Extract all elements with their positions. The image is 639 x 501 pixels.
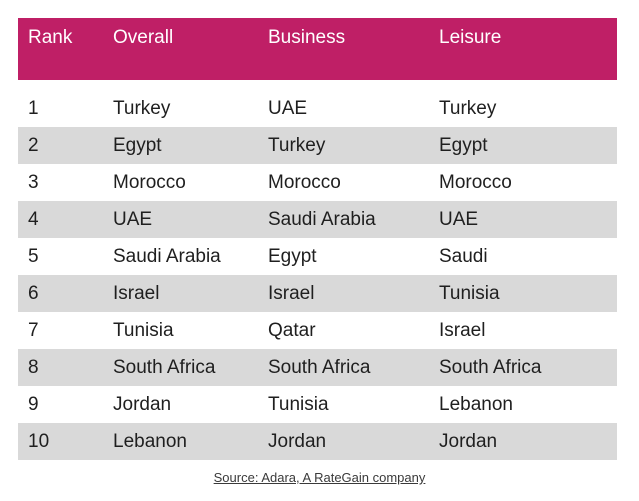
business-cell: South Africa	[268, 356, 371, 378]
rank-cell: 4	[28, 208, 39, 230]
rank-cell: 6	[28, 282, 39, 304]
overall-cell: Jordan	[113, 393, 172, 415]
header-business: Business	[268, 27, 346, 48]
business-cell: Turkey	[268, 134, 326, 156]
overall-cell: Tunisia	[113, 319, 174, 341]
rank-cell: 5	[28, 245, 39, 267]
overall-cell: Egypt	[113, 134, 162, 156]
business-cell: Saudi Arabia	[268, 208, 376, 230]
header-rank: Rank	[28, 27, 73, 48]
overall-cell: South Africa	[113, 356, 216, 378]
business-cell: Jordan	[268, 430, 327, 452]
table-row: 5 Saudi Arabia Egypt Saudi	[18, 238, 617, 275]
rank-cell: 8	[28, 356, 39, 378]
table-row: 1 Turkey UAE Turkey	[18, 90, 617, 127]
leisure-cell: South Africa	[439, 356, 542, 378]
table-row: 2 Egypt Turkey Egypt	[18, 127, 617, 164]
table-row: 6 Israel Israel Tunisia	[18, 275, 617, 312]
leisure-cell: UAE	[439, 208, 479, 230]
overall-cell: Morocco	[113, 171, 186, 193]
header-leisure: Leisure	[439, 27, 502, 48]
leisure-cell: Lebanon	[439, 393, 513, 415]
leisure-cell: Tunisia	[439, 282, 500, 304]
leisure-cell: Egypt	[439, 134, 488, 156]
leisure-cell: Saudi	[439, 245, 488, 267]
business-cell: Qatar	[268, 319, 316, 341]
leisure-cell: Turkey	[439, 97, 497, 119]
leisure-cell: Morocco	[439, 171, 512, 193]
rank-cell: 9	[28, 393, 39, 415]
business-cell: UAE	[268, 97, 308, 119]
table-header: Rank Overall Business Leisure	[18, 18, 617, 80]
business-cell: Israel	[268, 282, 315, 304]
table-row: 4 UAE Saudi Arabia UAE	[18, 201, 617, 238]
table-row: 3 Morocco Morocco Morocco	[18, 164, 617, 201]
rank-cell: 10	[28, 430, 50, 452]
rank-cell: 2	[28, 134, 39, 156]
table-row: 10 Lebanon Jordan Jordan	[18, 423, 617, 460]
overall-cell: Saudi Arabia	[113, 245, 221, 267]
business-cell: Morocco	[268, 171, 341, 193]
leisure-cell: Jordan	[439, 430, 498, 452]
overall-cell: Turkey	[113, 97, 171, 119]
business-cell: Tunisia	[268, 393, 329, 415]
table-body: 1 Turkey UAE Turkey 2 Egypt Turkey Egypt…	[18, 80, 617, 460]
spacer-row	[18, 80, 617, 90]
table-row: 7 Tunisia Qatar Israel	[18, 312, 617, 349]
rank-cell: 3	[28, 171, 39, 193]
header-overall: Overall	[113, 27, 174, 48]
source-caption: Source: Adara, A RateGain company	[213, 470, 426, 485]
business-cell: Egypt	[268, 245, 317, 267]
header-row: Rank Overall Business Leisure	[18, 18, 617, 80]
overall-cell: Israel	[113, 282, 160, 304]
table-row: 9 Jordan Tunisia Lebanon	[18, 386, 617, 423]
ranking-table-container: Rank Overall Business Leisure 1 Turkey U…	[18, 18, 617, 460]
rank-cell: 1	[28, 97, 39, 119]
overall-cell: UAE	[113, 208, 153, 230]
leisure-cell: Israel	[439, 319, 486, 341]
rank-cell: 7	[28, 319, 39, 341]
ranking-table: Rank Overall Business Leisure 1 Turkey U…	[18, 18, 617, 460]
table-row: 8 South Africa South Africa South Africa	[18, 349, 617, 386]
overall-cell: Lebanon	[113, 430, 187, 452]
